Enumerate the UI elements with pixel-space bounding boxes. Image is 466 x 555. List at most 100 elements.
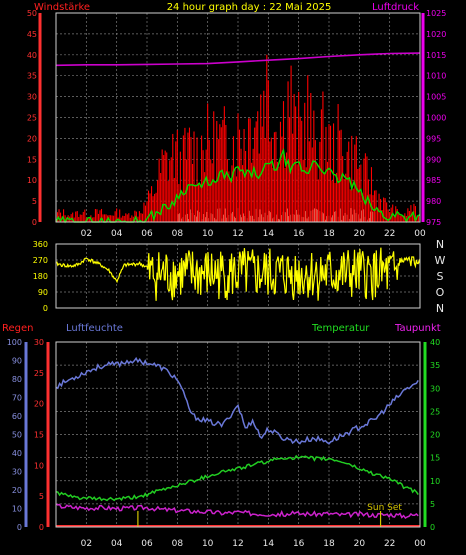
compass-label-0: N	[436, 238, 444, 251]
calm-wind-bar	[359, 218, 361, 222]
direction-ytick-0: 0	[43, 304, 48, 313]
humidity-ytick-100: 100	[7, 338, 22, 347]
title-windstaerke: Windstärke	[34, 2, 90, 13]
calm-wind-bar	[213, 217, 215, 222]
humidity-ytick-20: 20	[12, 486, 22, 495]
calm-wind-bar	[315, 208, 317, 222]
p1-xtick-12: 12	[232, 229, 243, 239]
p1-frame	[55, 12, 421, 223]
calm-wind-bar	[361, 210, 363, 222]
calm-wind-bar	[350, 208, 352, 222]
calm-wind-bar	[250, 215, 252, 222]
calm-wind-bar	[177, 214, 179, 222]
pressure-ytick-980: 980	[426, 197, 441, 206]
calm-wind-bar	[231, 211, 234, 222]
temperature-ytick-5: 5	[430, 500, 435, 509]
calm-wind-bar	[195, 216, 197, 222]
humidity-ytick-0: 0	[17, 523, 22, 532]
humidity-ytick-90: 90	[12, 357, 22, 366]
p1-xtick-06: 06	[141, 229, 153, 239]
calm-wind-bar	[332, 215, 334, 222]
label-taupunkt: Taupunkt	[394, 323, 441, 334]
rain-ytick-10: 10	[34, 461, 44, 470]
p3-xtick-10: 10	[202, 539, 214, 549]
p1-xtick-04: 04	[111, 229, 123, 239]
wind-pressure-panel: 0510152025303540455097598098599099510001…	[27, 9, 447, 239]
calm-wind-bar	[241, 217, 243, 222]
p1-xtick-08: 08	[172, 229, 184, 239]
title-luftdruck: Luftdruck	[372, 2, 419, 13]
pressure-ytick-995: 995	[426, 134, 441, 143]
calm-wind-bar	[215, 219, 217, 222]
temperature-ytick-15: 15	[430, 454, 440, 463]
pressure-ytick-975: 975	[426, 218, 441, 227]
p3-xtick-02: 02	[81, 539, 92, 549]
pressure-line	[55, 52, 421, 67]
calm-wind-bar	[288, 216, 290, 222]
pressure-ytick-990: 990	[426, 155, 441, 164]
p2-frame	[55, 243, 421, 309]
wind-ytick-40: 40	[27, 51, 37, 60]
calm-wind-bar	[306, 218, 308, 222]
pressure-ytick-1015: 1015	[426, 51, 446, 60]
calm-wind-bar	[352, 214, 354, 222]
p3-xtick-16: 16	[293, 539, 305, 549]
temperature-ytick-0: 0	[430, 523, 435, 532]
calm-wind-bar	[186, 213, 188, 222]
pressure-ytick-1020: 1020	[426, 30, 446, 39]
direction-ytick-180: 180	[33, 272, 48, 281]
pressure-ytick-1010: 1010	[426, 72, 446, 81]
calm-wind-bar	[224, 208, 226, 222]
temperature-ytick-20: 20	[430, 431, 440, 440]
sunset-label: Sun Set	[367, 503, 402, 513]
calm-wind-bar	[341, 219, 343, 222]
humidity-ytick-30: 30	[12, 468, 22, 477]
calm-wind-bar	[370, 211, 372, 222]
humidity-temperature-panel: 0510152025303540010203040506070809010005…	[7, 338, 440, 549]
humidity-ytick-10: 10	[12, 505, 22, 514]
direction-ytick-270: 270	[33, 256, 48, 265]
p3-xtick-06: 06	[141, 539, 153, 549]
wind-ytick-0: 0	[32, 218, 37, 227]
p3-xtick-20: 20	[354, 539, 366, 549]
compass-label-2: S	[437, 270, 444, 283]
pressure-ytick-985: 985	[426, 176, 441, 185]
p3-xtick-14: 14	[263, 539, 275, 549]
calm-wind-bar	[277, 218, 279, 222]
calm-wind-bar	[206, 211, 208, 222]
calm-wind-bar	[233, 216, 235, 222]
temperature-ytick-25: 25	[430, 407, 440, 416]
calm-wind-bar	[322, 213, 325, 222]
temperature-ytick-10: 10	[430, 477, 440, 486]
humidity-line	[55, 356, 419, 445]
calm-wind-bar	[313, 208, 316, 222]
compass-label-4: N	[436, 302, 444, 315]
calm-wind-bar	[268, 210, 270, 222]
compass-label-3: O	[436, 286, 445, 299]
calm-wind-bar	[304, 211, 306, 222]
rain-ytick-15: 15	[34, 431, 44, 440]
temperature-ytick-40: 40	[430, 338, 440, 347]
p3-xtick-18: 18	[323, 539, 335, 549]
pressure-ytick-1025: 1025	[426, 9, 446, 18]
wind-ytick-20: 20	[27, 134, 37, 143]
wind-ytick-50: 50	[27, 9, 37, 18]
p1-xtick-10: 10	[202, 229, 214, 239]
p3-xtick-12: 12	[232, 539, 243, 549]
calm-wind-bar	[179, 213, 181, 222]
p1-xtick-20: 20	[354, 229, 366, 239]
p1-xtick-18: 18	[323, 229, 335, 239]
direction-ytick-360: 360	[33, 240, 48, 249]
wind-ytick-30: 30	[27, 93, 37, 102]
pressure-ytick-1005: 1005	[426, 93, 446, 102]
calm-wind-bar	[286, 208, 288, 222]
p1-xtick-14: 14	[263, 229, 275, 239]
humidity-ytick-40: 40	[12, 449, 22, 458]
p3-xtick-00: 00	[414, 539, 426, 549]
rain-ytick-25: 25	[34, 369, 44, 378]
calm-wind-bar	[251, 215, 254, 222]
label-regen: Regen	[2, 323, 34, 334]
